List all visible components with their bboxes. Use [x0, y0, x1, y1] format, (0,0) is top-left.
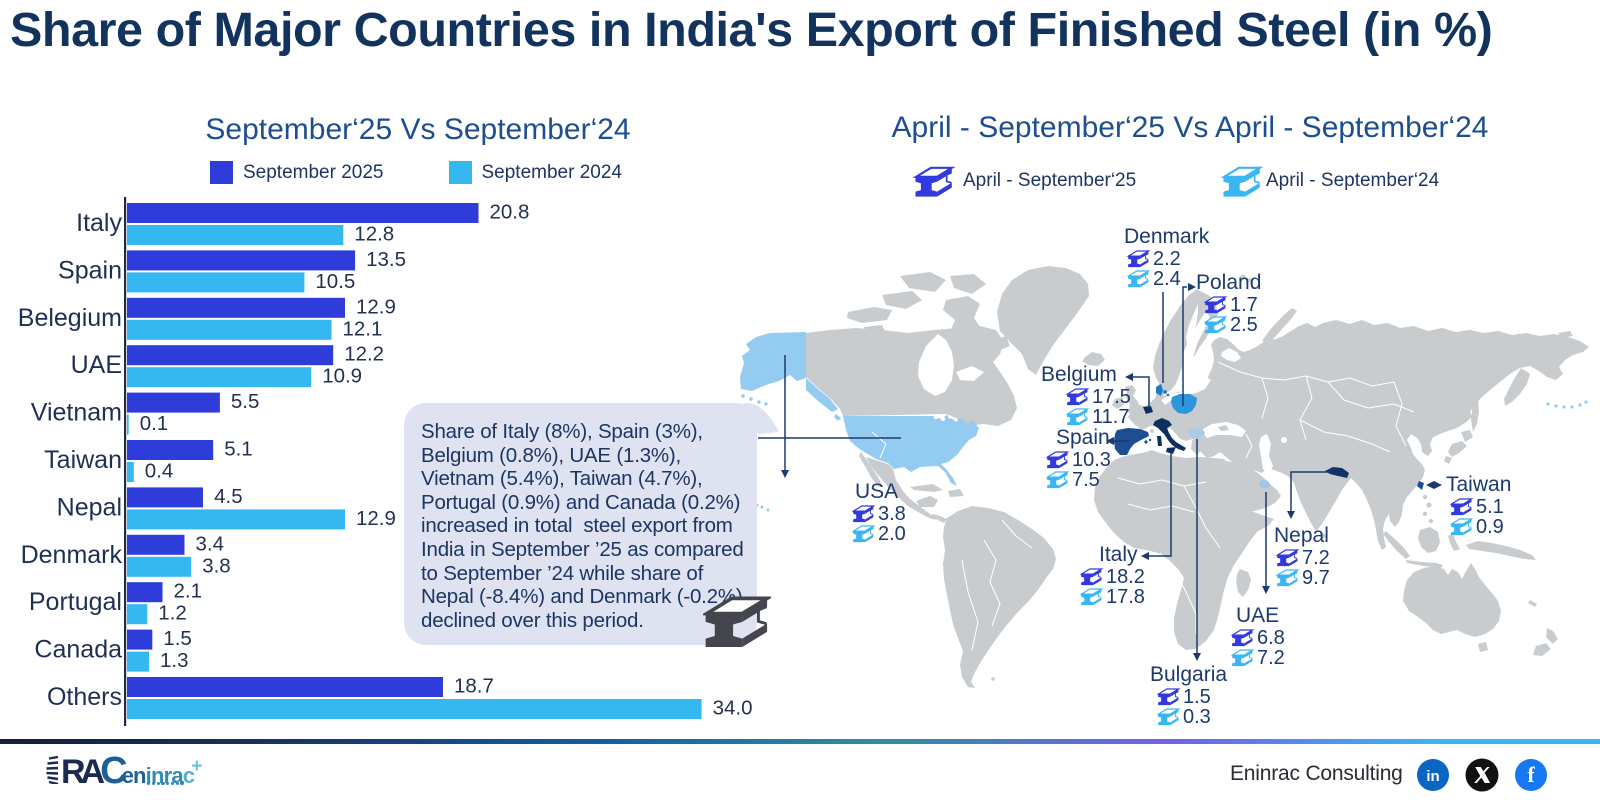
svg-text:34.0: 34.0: [713, 697, 753, 720]
svg-text:Bulgaria: Bulgaria: [1150, 663, 1227, 686]
svg-text:12.9: 12.9: [356, 507, 396, 530]
svg-text:12.1: 12.1: [343, 317, 383, 340]
svg-text:f: f: [1527, 762, 1535, 787]
svg-text:1.5: 1.5: [1183, 686, 1211, 708]
svg-text:20.8: 20.8: [490, 201, 530, 224]
svg-text:Belegium: Belegium: [18, 304, 122, 332]
svg-text:12.8: 12.8: [354, 223, 394, 246]
svg-text:5.1: 5.1: [1476, 496, 1504, 518]
svg-text:12.9: 12.9: [356, 295, 396, 318]
svg-text:0.9: 0.9: [1476, 516, 1504, 538]
svg-text:2.5: 2.5: [1230, 314, 1258, 336]
svg-text:Spain: Spain: [1056, 426, 1110, 449]
svg-text:13.5: 13.5: [366, 248, 406, 271]
svg-text:10.9: 10.9: [322, 365, 362, 388]
svg-text:3.8: 3.8: [878, 503, 906, 525]
svg-text:5.1: 5.1: [224, 438, 253, 461]
svg-text:2.4: 2.4: [1153, 268, 1181, 290]
svg-text:UAE: UAE: [71, 351, 122, 379]
svg-text:0.4: 0.4: [145, 460, 174, 483]
svg-text:Denmark: Denmark: [21, 541, 123, 569]
svg-text:Portugal: Portugal: [29, 588, 122, 616]
svg-text:Nepal: Nepal: [1274, 524, 1329, 547]
svg-text:7.5: 7.5: [1072, 469, 1100, 491]
svg-text:10.3: 10.3: [1072, 449, 1111, 471]
svg-text:17.5: 17.5: [1092, 386, 1131, 408]
svg-text:5.5: 5.5: [231, 390, 260, 413]
svg-text:6.8: 6.8: [1257, 627, 1285, 649]
svg-text:9.7: 9.7: [1302, 567, 1330, 589]
svg-text:in: in: [1426, 768, 1439, 785]
svg-text:18.2: 18.2: [1106, 566, 1145, 588]
svg-text:Italy: Italy: [76, 209, 122, 237]
svg-text:Others: Others: [47, 683, 122, 711]
svg-text:Spain: Spain: [58, 256, 122, 284]
svg-text:USA: USA: [855, 480, 898, 503]
svg-text:1.2: 1.2: [158, 602, 187, 625]
svg-text:11.7: 11.7: [1092, 406, 1129, 428]
svg-text:1.7: 1.7: [1230, 294, 1258, 316]
svg-text:3.8: 3.8: [202, 554, 231, 577]
svg-text:0.3: 0.3: [1183, 706, 1211, 728]
svg-text:4.5: 4.5: [214, 485, 243, 508]
svg-text:Taiwan: Taiwan: [1446, 473, 1511, 496]
svg-text:Nepal: Nepal: [57, 493, 122, 521]
svg-text:0.1: 0.1: [140, 412, 169, 435]
svg-text:3.4: 3.4: [196, 532, 225, 555]
svg-text:1.3: 1.3: [160, 649, 189, 672]
svg-text:12.2: 12.2: [344, 343, 384, 366]
svg-text:1.5: 1.5: [163, 627, 192, 650]
svg-text:7.2: 7.2: [1257, 647, 1285, 669]
svg-text:UAE: UAE: [1236, 604, 1279, 627]
svg-text:17.8: 17.8: [1106, 586, 1145, 608]
svg-text:Belgium: Belgium: [1041, 363, 1117, 386]
svg-text:Denmark: Denmark: [1124, 225, 1210, 248]
svg-text:10.5: 10.5: [315, 270, 355, 293]
svg-text:2.2: 2.2: [1153, 248, 1181, 270]
svg-text:Italy: Italy: [1099, 543, 1138, 566]
svg-text:Taiwan: Taiwan: [44, 446, 122, 474]
svg-text:18.7: 18.7: [454, 675, 494, 698]
svg-text:2.0: 2.0: [878, 523, 906, 545]
svg-text:2.1: 2.1: [174, 580, 203, 603]
svg-text:Canada: Canada: [34, 636, 122, 664]
svg-text:Vietnam: Vietnam: [31, 399, 122, 427]
svg-text:Poland: Poland: [1196, 271, 1261, 294]
svg-text:7.2: 7.2: [1302, 547, 1330, 569]
